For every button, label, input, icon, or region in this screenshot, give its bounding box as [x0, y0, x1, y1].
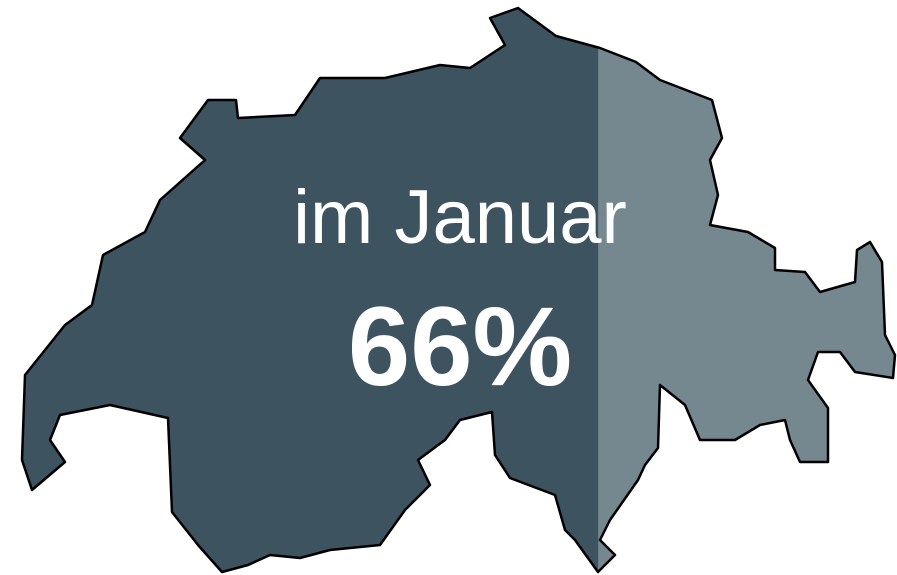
chart-title: im Januar — [293, 175, 627, 260]
value-label: 66% — [348, 284, 572, 409]
map-outline — [20, 6, 897, 574]
